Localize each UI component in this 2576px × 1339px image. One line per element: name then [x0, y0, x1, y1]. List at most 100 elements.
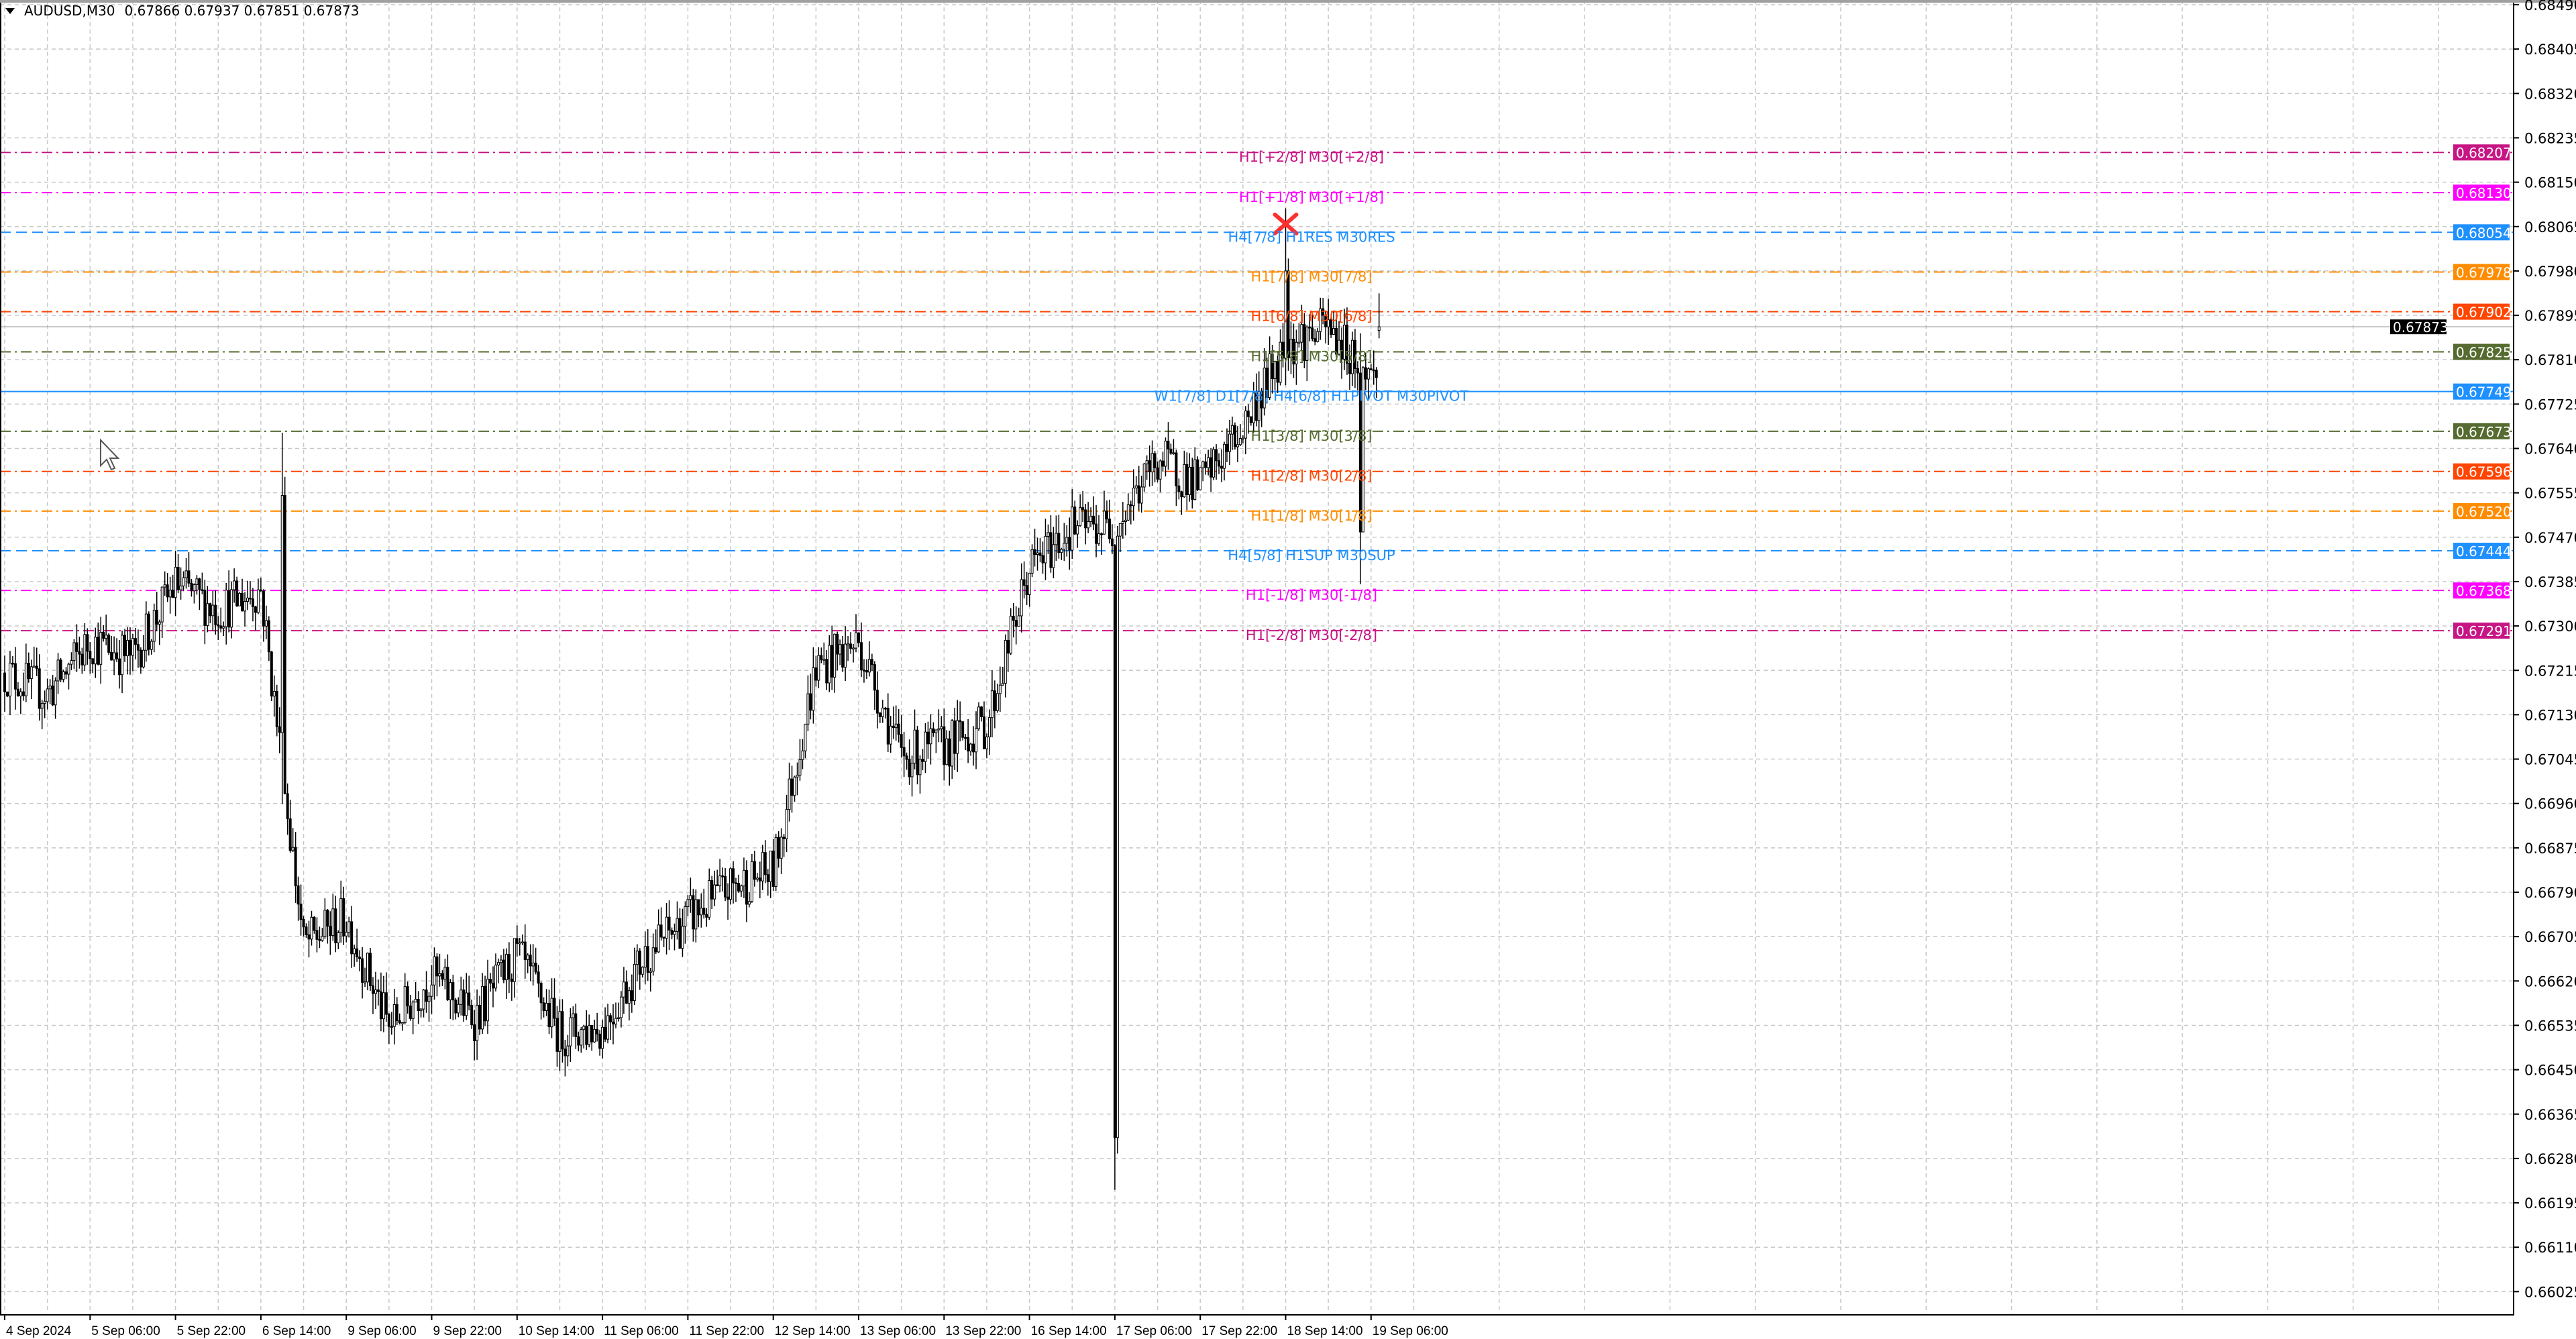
level-label: H1[3/8] M30[3/8]: [1250, 428, 1372, 444]
level-price-box: [2453, 543, 2510, 559]
candle: [627, 986, 631, 1021]
candle: [809, 674, 812, 720]
bull-candle-body: [476, 1004, 479, 1042]
bull-candle-body: [1079, 507, 1082, 527]
candle: [278, 707, 281, 753]
candle: [158, 619, 161, 645]
candle: [1134, 476, 1138, 494]
bear-candle-body: [395, 1004, 398, 1022]
candle: [817, 647, 820, 689]
level-price-box: [2453, 623, 2510, 639]
bull-candle-body: [1116, 535, 1119, 1138]
bear-candle-body: [878, 712, 881, 717]
candle: [1327, 299, 1330, 345]
bull-candle-body: [616, 1017, 620, 1019]
bull-candle-body: [414, 999, 417, 1003]
candle: [499, 955, 502, 977]
bull-candle-body: [633, 964, 636, 1002]
candle: [465, 973, 468, 1020]
time-tick-label: 9 Sep 22:00: [433, 1324, 502, 1338]
bear-candle-body: [1254, 392, 1258, 421]
candle: [913, 709, 916, 769]
bull-candle-body: [438, 973, 441, 977]
candle: [1006, 630, 1010, 672]
candle: [982, 701, 985, 749]
candle: [657, 909, 660, 953]
mouse-cursor-icon: [100, 438, 120, 471]
bear-candle-body: [294, 847, 297, 886]
bull-candle-body: [364, 981, 367, 983]
candle: [403, 973, 407, 1025]
candle: [1210, 448, 1213, 492]
level-price-box: [2453, 343, 2510, 360]
bull-candle-body: [750, 861, 753, 902]
bear-candle-body: [547, 1003, 551, 1028]
candle: [163, 571, 166, 596]
candle: [203, 580, 207, 645]
bull-candle-body: [504, 954, 508, 980]
level-price-box: [2453, 463, 2510, 480]
candle: [478, 996, 482, 1035]
bear-candle-body: [97, 637, 100, 665]
bear-candle-body: [1081, 507, 1085, 511]
candle: [80, 647, 84, 674]
bear-candle-body: [219, 625, 223, 629]
bull-candle-body: [1319, 308, 1322, 332]
candle: [1265, 358, 1269, 404]
bull-candle-body: [1044, 535, 1047, 564]
candle: [574, 1003, 578, 1049]
bear-candle-body: [1033, 549, 1036, 555]
candle: [727, 883, 730, 920]
candle: [267, 616, 270, 661]
bear-candle-body: [307, 934, 311, 940]
bull-candle-body: [956, 720, 959, 754]
bear-candle-body: [16, 688, 19, 696]
bear-candle-body: [350, 921, 354, 955]
bear-candle-body: [1358, 372, 1362, 533]
candle: [673, 923, 676, 951]
bear-candle-body: [943, 726, 946, 765]
bull-candle-body: [998, 684, 1002, 694]
bull-candle-body: [676, 918, 679, 932]
dropdown-triangle-icon[interactable]: [5, 7, 15, 14]
bear-candle-body: [766, 874, 769, 882]
candle: [364, 967, 367, 987]
bull-candle-body: [105, 635, 108, 639]
bull-candle-body: [580, 1029, 583, 1046]
bear-candle-body: [702, 908, 706, 915]
candle: [585, 1010, 588, 1050]
candle: [883, 706, 887, 719]
candle: [774, 833, 777, 892]
candle: [1279, 329, 1282, 386]
time-tick-label: 18 Sep 14:00: [1287, 1324, 1363, 1338]
candle: [411, 1000, 415, 1034]
candle: [1246, 404, 1250, 434]
bear-candle-body: [870, 659, 873, 665]
price-tick-label: 0.66365: [2524, 1107, 2576, 1123]
bull-candle-body: [206, 603, 209, 626]
bull-candle-body: [1212, 449, 1216, 478]
level-price-box: [2453, 383, 2510, 400]
bear-candle-body: [1108, 519, 1111, 539]
candle: [847, 636, 850, 661]
bear-candle-body: [198, 578, 201, 590]
candle: [264, 605, 268, 639]
bull-candle-body: [985, 737, 988, 749]
candle: [964, 733, 967, 751]
bear-candle-body: [441, 973, 444, 980]
bear-candle-body: [859, 642, 863, 671]
candle: [804, 723, 807, 759]
candle: [115, 638, 119, 663]
bull-candle-body: [889, 725, 892, 745]
candle: [1033, 529, 1036, 567]
bear-candle-body: [590, 1024, 594, 1042]
bull-candle-body: [222, 626, 225, 629]
bear-candle-body: [329, 926, 332, 936]
candle: [867, 641, 871, 677]
candle: [972, 726, 975, 766]
